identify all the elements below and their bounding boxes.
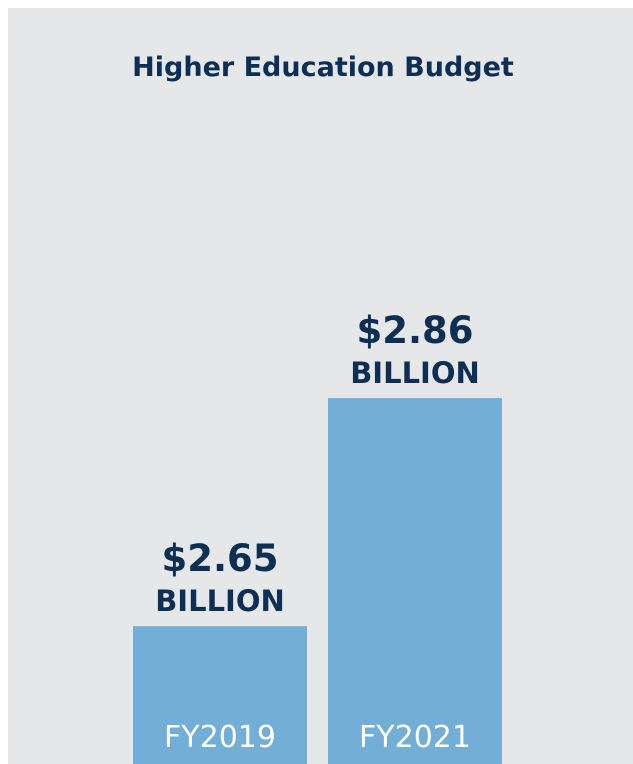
value-label-fy2021: $2.86 [356, 309, 473, 352]
value-label-fy2019: $2.65 [161, 537, 278, 580]
bar-fy2019 [133, 626, 307, 764]
unit-label-fy2021: BILLION [350, 356, 480, 390]
chart-background [8, 8, 633, 764]
bar-fy2021 [328, 398, 502, 764]
category-label-fy2019: FY2019 [164, 720, 276, 755]
category-label-fy2021: FY2021 [359, 720, 471, 755]
chart-title: Higher Education Budget [132, 52, 514, 83]
bars-group: $2.65 BILLION FY2019 $2.86 BILLION FY2021 [133, 309, 502, 764]
unit-label-fy2019: BILLION [155, 584, 285, 618]
